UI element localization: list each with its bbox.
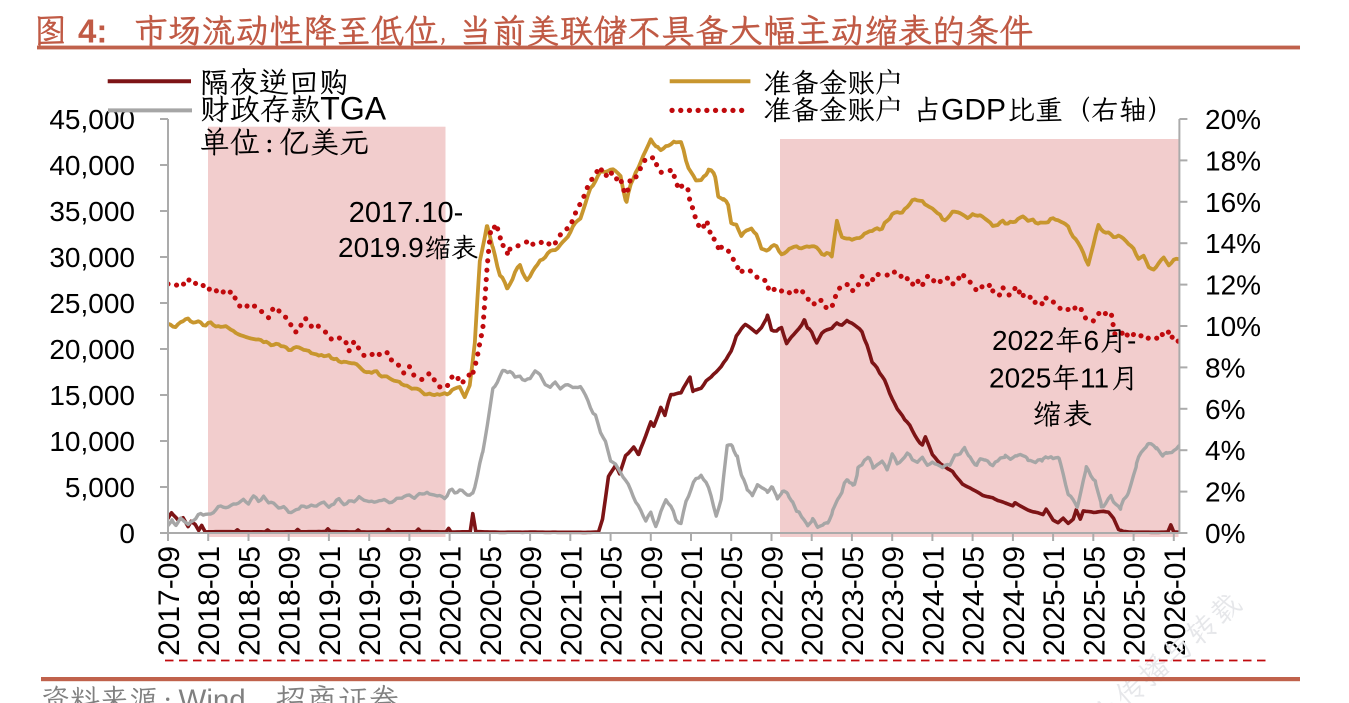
- svg-text:2020-05: 2020-05: [475, 546, 508, 656]
- svg-text:2025: 2025: [989, 363, 1051, 394]
- svg-text:2025-01: 2025-01: [1038, 546, 1071, 656]
- svg-text:14%: 14%: [1205, 228, 1261, 259]
- svg-text:2022: 2022: [992, 325, 1054, 356]
- svg-text:2019-05: 2019-05: [354, 546, 387, 656]
- svg-text:25,000: 25,000: [49, 288, 135, 319]
- svg-text:2019.9: 2019.9: [338, 232, 424, 263]
- svg-text:30,000: 30,000: [49, 242, 135, 273]
- svg-text:2018-05: 2018-05: [234, 546, 267, 656]
- svg-text:-: -: [1127, 325, 1136, 356]
- svg-text:2022-09: 2022-09: [757, 546, 790, 656]
- svg-text:2019-01: 2019-01: [314, 546, 347, 656]
- svg-text:10,000: 10,000: [49, 426, 135, 457]
- svg-text:2023-09: 2023-09: [877, 546, 910, 656]
- svg-text:8%: 8%: [1205, 352, 1245, 383]
- svg-text:0%: 0%: [1205, 518, 1245, 549]
- svg-text:2024-01: 2024-01: [917, 546, 950, 656]
- svg-text:2023-05: 2023-05: [837, 546, 870, 656]
- svg-text:2024-05: 2024-05: [958, 546, 991, 656]
- svg-text:Wind: Wind: [179, 684, 246, 703]
- svg-text:2022-05: 2022-05: [716, 546, 749, 656]
- svg-text:15,000: 15,000: [49, 380, 135, 411]
- svg-text:2020-01: 2020-01: [435, 546, 468, 656]
- svg-text:2023-01: 2023-01: [797, 546, 830, 656]
- svg-text:5,000: 5,000: [65, 472, 135, 503]
- svg-text:2017-09: 2017-09: [153, 546, 186, 656]
- svg-text:GDP: GDP: [941, 94, 1006, 127]
- svg-text:4:: 4:: [78, 13, 107, 50]
- svg-text:6: 6: [1084, 325, 1100, 356]
- svg-text:6%: 6%: [1205, 394, 1245, 425]
- svg-text:20%: 20%: [1205, 104, 1261, 135]
- svg-text:2%: 2%: [1205, 477, 1245, 508]
- svg-text:18%: 18%: [1205, 145, 1261, 176]
- svg-text:0: 0: [119, 518, 135, 549]
- svg-text:2021-05: 2021-05: [596, 546, 629, 656]
- svg-text:2022-01: 2022-01: [676, 546, 709, 656]
- svg-text:2019-09: 2019-09: [394, 546, 427, 656]
- svg-text:4%: 4%: [1205, 435, 1245, 466]
- svg-text:2018-09: 2018-09: [274, 546, 307, 656]
- svg-text:2025-09: 2025-09: [1119, 546, 1152, 656]
- svg-text:TGA: TGA: [320, 91, 386, 127]
- svg-text:2021-09: 2021-09: [636, 546, 669, 656]
- svg-text:11: 11: [1080, 363, 1109, 394]
- svg-text:12%: 12%: [1205, 270, 1261, 301]
- svg-text:2024-09: 2024-09: [998, 546, 1031, 656]
- svg-text:20,000: 20,000: [49, 334, 135, 365]
- svg-text:2017.10-: 2017.10-: [349, 197, 464, 229]
- svg-text:2020-09: 2020-09: [515, 546, 548, 656]
- svg-text:10%: 10%: [1205, 311, 1261, 342]
- svg-text:2018-01: 2018-01: [193, 546, 226, 656]
- svg-text:2026-01: 2026-01: [1159, 546, 1192, 656]
- svg-text:35,000: 35,000: [49, 196, 135, 227]
- svg-text:2025-05: 2025-05: [1078, 546, 1111, 656]
- svg-text:2021-01: 2021-01: [555, 546, 588, 656]
- svg-text:40,000: 40,000: [49, 150, 135, 181]
- svg-text:16%: 16%: [1205, 187, 1261, 218]
